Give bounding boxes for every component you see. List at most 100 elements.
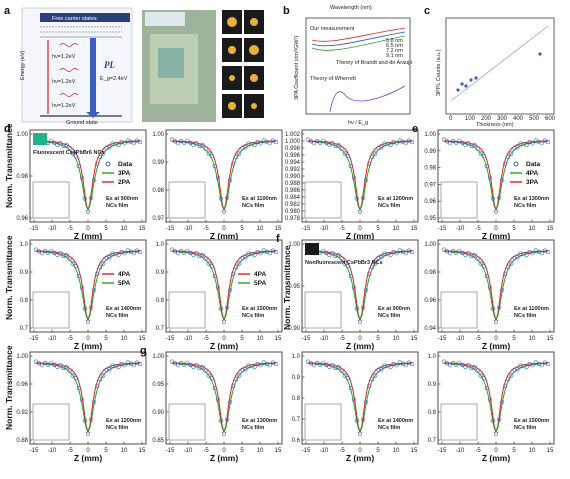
data-point: [116, 142, 121, 148]
excitation-label: NCs film: [242, 313, 264, 319]
data-point: [445, 139, 450, 144]
x-tick-label: -5: [203, 226, 209, 232]
y-tick-label: 0.988: [285, 181, 301, 187]
data-point: [324, 362, 329, 368]
x-tick-label: 0: [86, 336, 90, 342]
y-tick-label: 1.002: [285, 132, 301, 138]
zscan-subplot: 1.00 0.99 0.98 0.97-15 -10 -5 0 5 10 15 Z (mm) Ex a…: [152, 129, 283, 241]
sample-label: Nonfluorescent CsPbBr3 NCs: [305, 260, 383, 266]
data-point: [503, 161, 508, 166]
y-tick-label: 0.90: [288, 326, 300, 332]
panel-a-microscopy-images: [142, 10, 264, 122]
legend-label: Data: [118, 161, 132, 168]
data-point: [243, 145, 248, 150]
data-point: [234, 154, 239, 160]
data-point: [373, 373, 378, 378]
data-point: [101, 261, 106, 266]
data-point: [200, 252, 205, 258]
x-tick-label: -15: [438, 336, 447, 342]
data-point: [70, 151, 75, 156]
data-point: [361, 305, 366, 310]
data-point: [460, 140, 465, 145]
data-point: [309, 139, 314, 144]
data-point: [509, 261, 514, 266]
data-point: [324, 250, 329, 255]
excitation-label: NCs film: [242, 425, 264, 431]
panel-c-xlabel: Thickness (nm): [476, 122, 514, 128]
data-point: [490, 306, 496, 311]
data-point: [258, 251, 263, 256]
data-point: [454, 362, 459, 368]
x-axis-label: Z (mm): [74, 341, 103, 351]
y-tick-label: 0.6: [292, 438, 301, 444]
data-point: [58, 363, 63, 368]
data-point: [107, 255, 112, 260]
data-point: [46, 250, 51, 255]
data-point: [273, 249, 279, 255]
data-point: [101, 151, 106, 156]
x-tick-label: 0: [494, 226, 498, 232]
y-tick-label: 0.96: [16, 382, 28, 388]
zscan-subplot: d 1.00 0.98 0.96-15 -10 -5 0 5 10 15 Z (mm) Ex at 9…: [4, 123, 147, 241]
data-point: [98, 264, 103, 270]
data-point: [33, 359, 39, 364]
data-point: [137, 249, 143, 255]
x-tick-label: -15: [166, 336, 175, 342]
data-point: [101, 373, 106, 378]
data-point: [228, 178, 233, 183]
x-tick-label: -10: [48, 448, 57, 454]
y-tick-label: 0.7: [20, 326, 29, 332]
data-point: [330, 251, 335, 256]
excitation-label: Ex at 1200nm: [378, 196, 413, 202]
data-point: [354, 196, 360, 201]
data-point: [409, 249, 415, 255]
data-point: [116, 364, 121, 370]
sample-photo: [33, 133, 47, 145]
y-tick-label: 0.8: [428, 410, 437, 416]
data-point: [169, 359, 175, 364]
data-point: [478, 261, 483, 266]
data-point: [388, 252, 393, 258]
data-point: [345, 154, 350, 159]
data-point: [234, 376, 239, 382]
panel-a-ylabel: Energy (eV): [20, 50, 26, 80]
data-point: [218, 196, 223, 201]
data-point: [382, 141, 387, 146]
data-point: [73, 264, 78, 269]
x-tick-label: -15: [438, 226, 447, 232]
panel-c-xtick: 300: [497, 116, 508, 122]
panel-b-chart: Wavelength (nm) 3PA Coefficient (cm³/GW²…: [294, 5, 412, 126]
excitation-label: Ex at 900nm: [106, 196, 138, 202]
data-point: [539, 363, 545, 368]
excitation-label: Ex at 1400nm: [106, 306, 141, 312]
data-point: [515, 145, 520, 150]
data-point: [182, 140, 187, 145]
data-point: [348, 274, 353, 279]
data-point: [441, 359, 447, 364]
legend-marker: [513, 161, 519, 167]
x-tick-label: 0: [222, 226, 226, 232]
data-point: [321, 138, 326, 143]
x-tick-label: 15: [139, 448, 146, 454]
inset-box: [440, 291, 478, 329]
data-point: [240, 145, 245, 150]
data-point: [524, 364, 529, 370]
data-point: [64, 252, 69, 258]
excitation-label: Ex at 1300nm: [242, 418, 277, 424]
data-point: [273, 361, 279, 367]
data-point: [104, 367, 109, 373]
data-point: [539, 141, 545, 146]
data-point: [324, 140, 329, 145]
data-point: [379, 367, 384, 372]
x-tick-label: -10: [456, 448, 465, 454]
data-point: [179, 360, 184, 366]
data-point: [493, 431, 499, 436]
legend-label: Data: [526, 161, 540, 168]
data-point: [500, 288, 505, 293]
x-tick-label: 15: [547, 336, 554, 342]
x-tick-label: 15: [547, 226, 554, 232]
data-point: [451, 360, 456, 366]
x-tick-label: -5: [339, 336, 345, 342]
data-point: [173, 139, 178, 144]
data-point: [70, 261, 75, 266]
